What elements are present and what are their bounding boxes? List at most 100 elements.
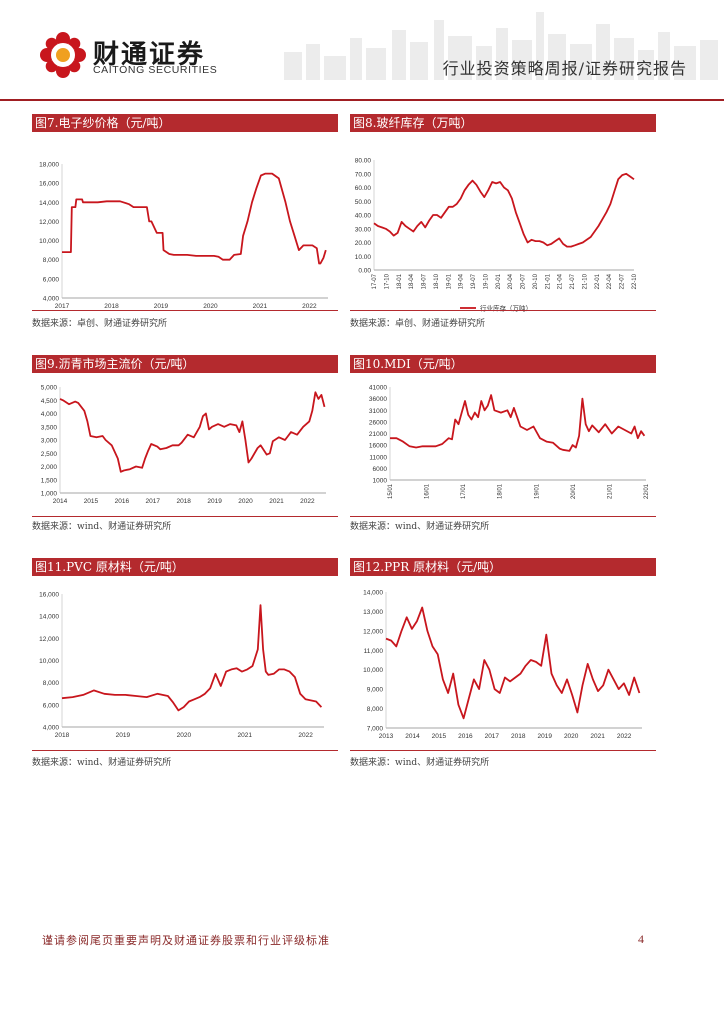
page-header: 财通证券 CAITONG SECURITIES 行业投资策略周报/证券研究报告 xyxy=(0,0,724,108)
y-tick-label: 40.00 xyxy=(355,213,372,220)
figure-7-chart: 4,000 6,000 8,000 10,000 12,000 14,000 16,000 1… xyxy=(39,162,328,310)
x-tick-label: 2014 xyxy=(405,733,420,740)
x-tick-label: 2020 xyxy=(564,733,579,740)
figure-10-title: 图10.MDI（元/吨） xyxy=(350,355,656,373)
x-tick-label: 2019 xyxy=(154,303,169,310)
x-tick-label: 2017 xyxy=(55,303,70,310)
y-tick-label: 50.00 xyxy=(355,199,372,206)
figure-9-title: 图9.沥青市场主流价（元/吨） xyxy=(32,355,338,373)
figure-8-title: 图8.玻纤库存（万吨） xyxy=(350,114,656,132)
y-tick-label: 41000 xyxy=(369,385,387,392)
x-tick-label: 2021 xyxy=(590,733,605,740)
figure-11-rule xyxy=(32,750,338,751)
x-tick-label: 15/01 xyxy=(388,483,394,499)
brand-name-cn: 财通证券 xyxy=(93,40,206,70)
y-tick-label: 1,000 xyxy=(41,491,58,498)
figure-7-panel: 图7.电子纱价格（元/吨） 4,000 6,000 8,000 10,000 12,00… xyxy=(32,114,338,334)
figure-12-rule xyxy=(350,750,656,751)
x-tick-label: 2014 xyxy=(53,498,68,505)
legend-label: 行业库存（万吨） xyxy=(480,304,532,313)
x-tick-label: 22-10 xyxy=(632,273,638,289)
x-tick-label: 17-07 xyxy=(372,273,378,289)
disclaimer-note: 谨请参阅尾页重要声明及财通证券股票和行业评级标准 xyxy=(42,934,330,947)
x-tick-label: 16/01 xyxy=(425,483,431,499)
y-tick-label: 10.00 xyxy=(355,254,372,261)
y-tick-label: 16,000 xyxy=(39,181,59,188)
figure-7-source: 数据来源：卓创、财通证券研究所 xyxy=(32,319,168,329)
x-tick-label: 2019 xyxy=(537,733,552,740)
x-tick-label: 2021 xyxy=(238,732,253,739)
figure-7-title: 图7.电子纱价格（元/吨） xyxy=(32,114,338,132)
page-number: 4 xyxy=(638,932,644,946)
x-tick-label: 19-04 xyxy=(459,273,465,289)
x-tick-label: 21/01 xyxy=(607,483,613,499)
figure-9-panel: 图9.沥青市场主流价（元/吨） 1,000 1,500 2,000 2,500 3,00… xyxy=(32,355,338,532)
figure-12-chart: 7,000 8,000 9,000 10,000 11,000 12,000 13,000 1… xyxy=(363,590,642,740)
figure-12-source: 数据来源：wind、财通证券研究所 xyxy=(350,758,490,768)
x-tick-label: 21-07 xyxy=(570,273,576,289)
figure-7-rule xyxy=(32,310,338,311)
y-tick-label: 1,500 xyxy=(41,477,58,484)
y-tick-label: 30.00 xyxy=(355,226,372,233)
x-tick-label: 2018 xyxy=(55,732,70,739)
x-tick-label: 2018 xyxy=(511,733,526,740)
y-tick-label: 4,000 xyxy=(41,411,58,418)
x-tick-label: 18-07 xyxy=(422,273,428,289)
x-tick-label: 21-10 xyxy=(582,273,588,289)
y-tick-label: 10,000 xyxy=(39,658,59,665)
x-tick-label: 20/01 xyxy=(571,483,577,499)
x-tick-label: 2022 xyxy=(302,303,317,310)
skyline-graphic xyxy=(284,12,718,80)
x-tick-label: 2021 xyxy=(269,498,284,505)
x-tick-label: 2019 xyxy=(207,498,222,505)
figure-11-source: 数据来源：wind、财通证券研究所 xyxy=(32,758,172,768)
y-tick-label: 3,000 xyxy=(41,438,58,445)
y-tick-label: 5,000 xyxy=(41,385,58,392)
x-tick-label: 22/01 xyxy=(644,483,650,499)
y-tick-label: 2,000 xyxy=(41,464,58,471)
x-tick-label: 19-07 xyxy=(471,273,477,289)
figure-12-panel: 图12.PPR 原材料（元/吨） 7,000 8,000 9,000 10,000 11… xyxy=(350,558,656,770)
y-tick-label: 60.00 xyxy=(355,185,372,192)
brand-name-en: CAITONG SECURITIES xyxy=(93,64,218,76)
x-tick-label: 22-01 xyxy=(595,273,601,289)
y-tick-label: 8,000 xyxy=(43,257,60,264)
y-tick-label: 6,000 xyxy=(43,276,60,283)
figure-11-chart: 4,000 6,000 8,000 10,000 12,000 14,000 16,000 2… xyxy=(39,592,324,739)
y-tick-label: 1000 xyxy=(373,478,388,485)
x-tick-label: 20-01 xyxy=(496,273,502,289)
y-tick-label: 9,000 xyxy=(367,687,384,694)
report-type: 行业投资策略周报/证券研究报告 xyxy=(442,59,687,78)
x-tick-label: 2017 xyxy=(146,498,161,505)
y-tick-label: 6000 xyxy=(373,466,388,473)
y-tick-label: 8,000 xyxy=(367,706,384,713)
x-tick-label: 20-04 xyxy=(508,273,514,289)
y-tick-label: 0.00 xyxy=(358,268,371,275)
y-tick-label: 10,000 xyxy=(39,238,59,245)
figure-9-rule xyxy=(32,516,338,517)
x-tick-label: 18/01 xyxy=(498,483,504,499)
series-line xyxy=(59,391,326,473)
y-tick-label: 16,000 xyxy=(39,592,59,599)
x-tick-label: 2022 xyxy=(617,733,632,740)
figure-8-chart: 0.00 10.00 20.00 30.00 40.00 50.00 60.00 70.00 8… xyxy=(355,158,638,313)
series-line xyxy=(385,606,641,720)
figure-9-source: 数据来源：wind、财通证券研究所 xyxy=(32,522,172,532)
y-tick-label: 26000 xyxy=(369,419,387,426)
y-tick-label: 16000 xyxy=(369,443,387,450)
figure-8-panel: 图8.玻纤库存（万吨） 0.00 10.00 20.00 30.00 40.00 50.0… xyxy=(350,114,656,334)
x-tick-label: 2020 xyxy=(177,732,192,739)
figure-12-title: 图12.PPR 原材料（元/吨） xyxy=(350,558,656,576)
x-tick-label: 2015 xyxy=(84,498,99,505)
y-tick-label: 18,000 xyxy=(39,162,59,169)
x-tick-label: 19/01 xyxy=(534,483,540,499)
figure-9-chart: 1,000 1,500 2,000 2,500 3,000 3,500 4,000 4,500… xyxy=(41,385,326,505)
x-tick-label: 21-04 xyxy=(558,273,564,289)
figure-10-chart: 1000 6000 11000 16000 21000 26000 31000 36000 41… xyxy=(369,385,650,500)
figure-10-source: 数据来源：wind、财通证券研究所 xyxy=(350,522,490,532)
x-tick-label: 2019 xyxy=(116,732,131,739)
x-tick-label: 2018 xyxy=(176,498,191,505)
x-tick-label: 22-04 xyxy=(607,273,613,289)
x-tick-label: 18-04 xyxy=(409,273,415,289)
x-tick-label: 21-01 xyxy=(545,273,551,289)
